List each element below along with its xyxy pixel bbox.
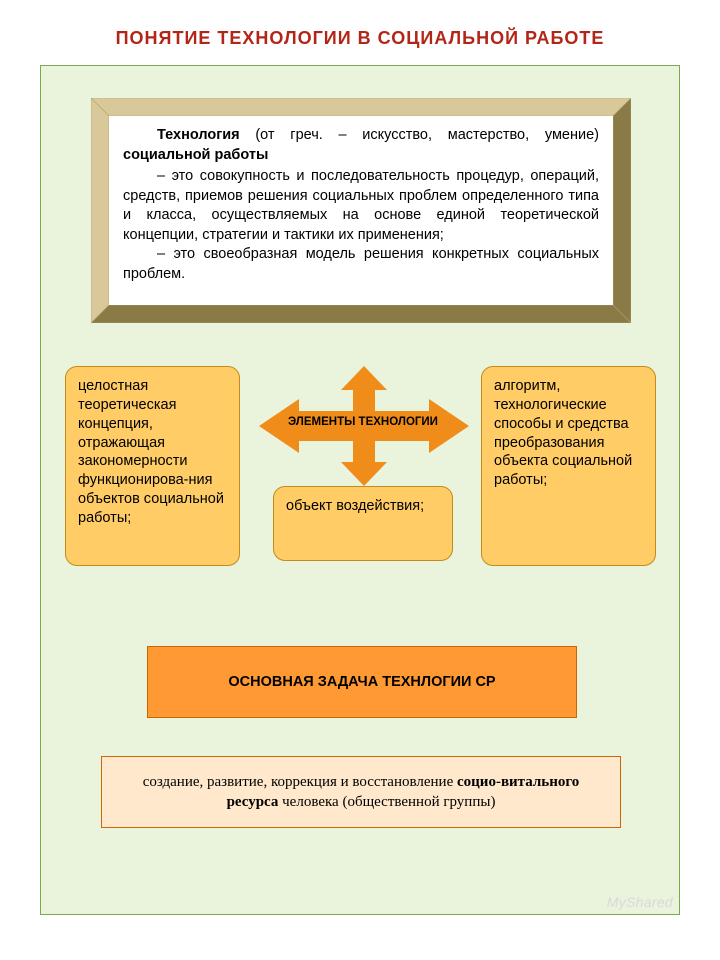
center-box: объект воздействия;: [273, 486, 453, 561]
watermark: MyShared: [607, 894, 673, 910]
def-lead-rest: (от греч. – искусство, мастерство, умени…: [240, 127, 599, 143]
cross-label: ЭЛЕМЕНТЫ ТЕХНОЛОГИИ: [273, 416, 453, 428]
def-lead-bold: Технология: [157, 127, 240, 143]
right-box: алгоритм, технологические способы и сред…: [481, 366, 656, 566]
bottom-pre: создание, развитие, коррекция и восстано…: [143, 774, 457, 790]
left-box: целостная теоретическая концепция, отраж…: [65, 366, 240, 566]
def-lead-bold2: социальной работы: [123, 147, 268, 163]
def-line3: – это своеобразная модель решения конкре…: [123, 245, 599, 284]
definition-frame: Технология (от греч. – искусство, мастер…: [91, 98, 631, 323]
page-title: ПОНЯТИЕ ТЕХНОЛОГИИ В СОЦИАЛЬНОЙ РАБОТЕ: [0, 0, 720, 65]
def-line2: – это совокупность и последовательность …: [123, 167, 599, 245]
diagram-canvas: Технология (от греч. – искусство, мастер…: [40, 65, 680, 915]
bottom-box: создание, развитие, коррекция и восстано…: [101, 756, 621, 828]
definition-text: Технология (от греч. – искусство, мастер…: [109, 116, 613, 305]
bottom-post: человека (общественной группы): [278, 794, 495, 810]
task-box: ОСНОВНАЯ ЗАДАЧА ТЕХНЛОГИИ СР: [147, 646, 577, 718]
arrow-cross-icon: [259, 366, 469, 486]
